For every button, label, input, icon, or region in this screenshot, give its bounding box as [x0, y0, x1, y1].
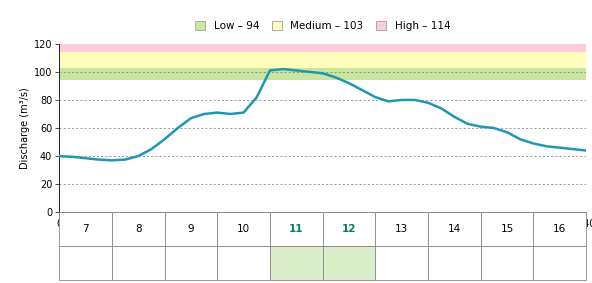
- Bar: [165, 212, 217, 246]
- Bar: [59, 52, 586, 68]
- Text: 13: 13: [395, 224, 408, 234]
- Text: 14: 14: [448, 224, 461, 234]
- Text: 11: 11: [289, 224, 304, 234]
- Bar: [533, 246, 586, 280]
- Text: 10: 10: [237, 224, 250, 234]
- Bar: [59, 246, 112, 280]
- Text: 12: 12: [342, 224, 356, 234]
- Bar: [165, 246, 217, 280]
- Text: 16: 16: [553, 224, 567, 234]
- Text: 8: 8: [135, 224, 141, 234]
- Bar: [59, 68, 586, 80]
- Text: 7: 7: [82, 224, 89, 234]
- Bar: [375, 246, 428, 280]
- Bar: [217, 212, 270, 246]
- Bar: [270, 212, 323, 246]
- Bar: [481, 246, 533, 280]
- Bar: [323, 212, 375, 246]
- Bar: [217, 246, 270, 280]
- Bar: [323, 246, 375, 280]
- Bar: [112, 212, 165, 246]
- Text: 9: 9: [188, 224, 194, 234]
- Bar: [112, 246, 165, 280]
- Bar: [533, 212, 586, 246]
- Bar: [59, 212, 112, 246]
- Bar: [428, 246, 481, 280]
- Bar: [428, 212, 481, 246]
- Bar: [59, 30, 586, 52]
- Bar: [375, 212, 428, 246]
- Bar: [481, 212, 533, 246]
- Bar: [270, 246, 323, 280]
- Y-axis label: Discharge (m³/s): Discharge (m³/s): [20, 87, 30, 169]
- Text: 15: 15: [500, 224, 514, 234]
- Legend: Low – 94, Medium – 103, High – 114: Low – 94, Medium – 103, High – 114: [195, 21, 451, 31]
